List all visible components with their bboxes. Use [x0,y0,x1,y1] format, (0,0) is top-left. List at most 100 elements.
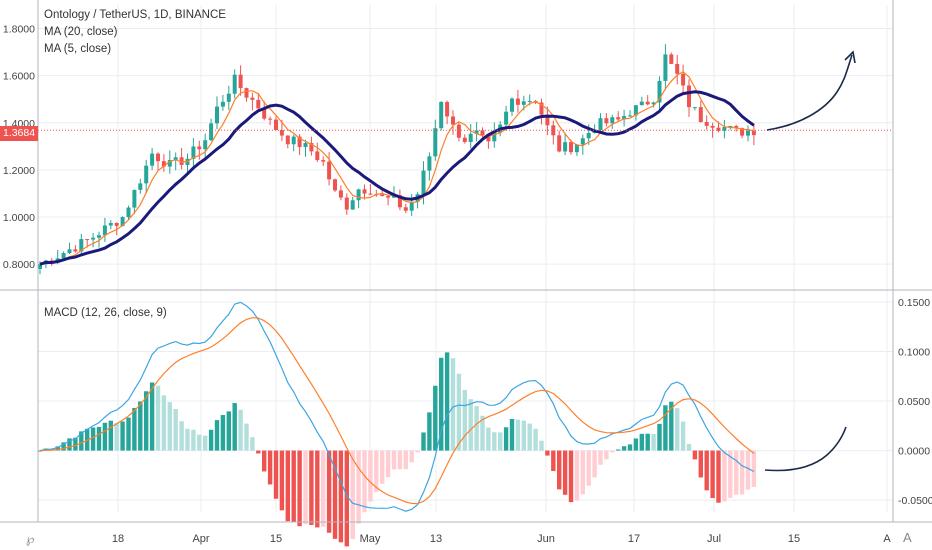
macd-hist-bar [669,401,674,451]
macd-hist-bar [380,450,385,484]
macd-hist-bar [232,403,237,451]
candle-body [333,179,337,191]
macd-hist-bar [604,450,609,460]
candle-body [716,127,721,131]
candle-body [73,249,78,252]
macd-hist-bar [208,429,214,451]
macd-hist-bar [527,423,532,451]
candle-body [456,124,461,138]
candle-body [728,125,733,128]
macd-hist-bar [710,450,715,499]
macd-hist-bar [503,427,509,451]
macd-hist-bar [645,433,650,451]
macd-hist-bar [155,385,161,451]
macd-hist-bar [397,450,403,470]
ma20-line [39,90,755,266]
macd-hist-bar [114,422,119,451]
candle-body [279,130,284,136]
macd-hist-bar [256,450,261,454]
macd-hist-bar [391,450,397,470]
macd-hist-bar [350,450,355,539]
candle-body [468,133,473,142]
macd-hist-bar [574,450,580,501]
macd-hist-bar [739,450,745,495]
user-drawings[interactable] [764,50,856,472]
macd-hist-bar [627,444,633,451]
macd-tick-label: -0.0500 [898,495,932,507]
price-tick-label: 1.2000 [3,165,35,177]
macd-hist-bar [450,358,456,451]
macd-hist-bar [214,420,220,451]
candle-body [209,123,214,141]
candle-body [439,102,444,129]
candle-body [409,201,414,211]
candle-body [710,125,715,128]
candle-body [114,223,119,226]
macd-hist-bar [521,420,526,451]
candle-body [173,157,178,161]
legend-macd[interactable]: MACD (12, 26, close, 9) [44,307,167,319]
macd-hist-bar [144,391,149,451]
macd-hist-bar [108,420,113,451]
macd-hist-bar [61,442,66,451]
signal-line [39,317,755,505]
candle-body [244,88,249,98]
candle-body [474,130,479,134]
macd-hist-bar [344,450,349,547]
candle-body [97,235,101,238]
chart-title[interactable]: Ontology / TetherUS, 1D, BINANCE [44,9,226,21]
candle-body [551,125,556,136]
macd-hist-bar [385,450,391,478]
candle-body [215,106,219,124]
macd-histogram [37,352,757,547]
macd-hist-bar [220,415,226,451]
macd-hist-bar [102,422,108,451]
candle-body [38,264,42,269]
macd-hist-bar [126,417,131,451]
price-legend: Ontology / TetherUS, 1D, BINANCE MA (20,… [44,8,226,59]
macd-hist-bar [557,450,562,490]
macd-hist-bar [533,428,538,451]
macd-hist-bar [728,450,733,498]
candle-body [79,239,84,252]
candle-body [669,54,674,64]
macd-hist-bar [67,438,72,451]
candle-body [722,127,727,131]
candle-body [510,98,514,112]
candle-body [692,107,697,109]
candle-body [256,99,261,109]
candle-body [480,130,485,135]
time-tick-label: Apr [192,533,209,545]
candle-body [433,128,438,157]
candle-body [397,195,402,208]
candle-body [226,93,231,102]
macd-hist-bar [315,450,320,528]
macd-hist-bar [462,389,467,451]
candle-body [338,190,343,198]
tv-logo-icon[interactable]: ℘ [26,532,35,546]
time-tick-label: May [360,533,381,545]
macd-hist-bar [309,450,314,525]
macd-hist-bar [498,432,503,451]
candle-body [327,161,332,180]
candle-body [616,117,621,120]
settings-a-icon[interactable]: A [903,530,912,545]
macd-hist-bar [332,450,338,539]
macd-hist-bar [663,405,668,451]
macd-hist-bar [456,373,462,451]
macd-hist-bar [621,446,627,451]
candle-body [462,137,467,142]
candle-body [751,130,756,136]
macd-hist-bar [474,406,479,451]
macd-hist-bar [120,421,125,451]
candle-body [515,98,520,105]
candle-body [132,189,137,208]
candle-body [628,115,632,117]
candle-body [557,135,562,152]
macd-hist-bar [480,415,485,451]
legend-ma5[interactable]: MA (5, close) [44,43,112,55]
candle-body [315,151,320,161]
legend-ma20[interactable]: MA (20, close) [44,26,118,38]
macd-hist-bar [421,432,426,451]
